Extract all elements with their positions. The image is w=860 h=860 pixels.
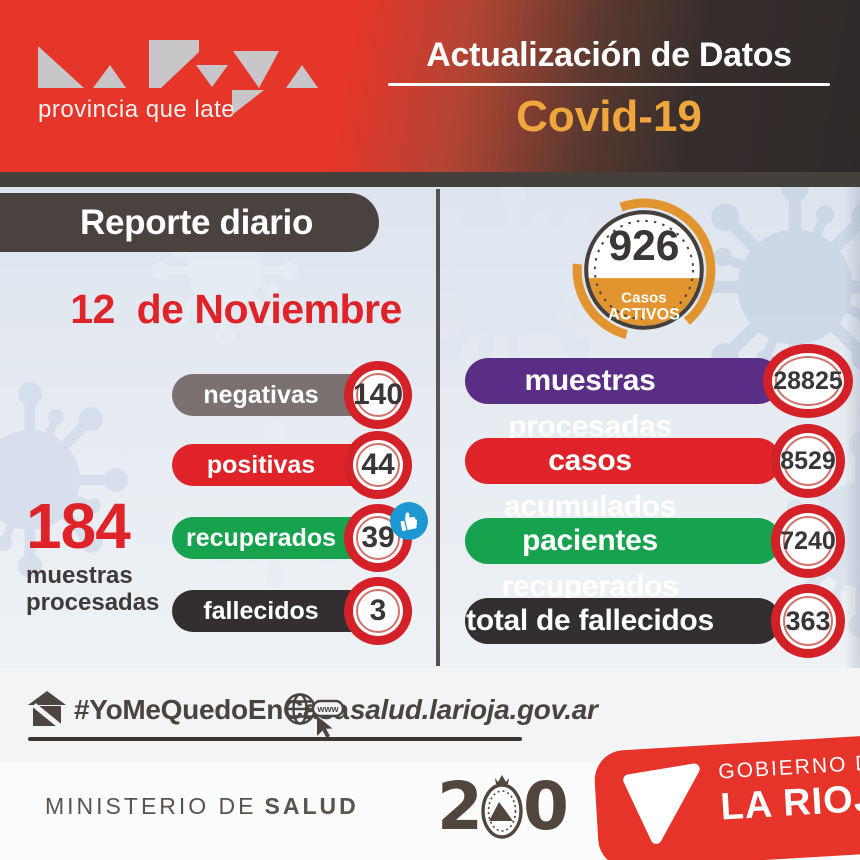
total-value-circle: 363 bbox=[771, 584, 845, 658]
right-edge-shade bbox=[844, 187, 860, 762]
bicentennial-emblem-icon bbox=[481, 774, 523, 839]
stat-label: fallecidos bbox=[203, 597, 319, 625]
stat-pill-fallecidos: fallecidos 3 bbox=[172, 577, 412, 645]
total-pill-casos: casos acumulados 8529 bbox=[465, 424, 845, 523]
government-ribbon: GOBIERNO DE LA RIOJA bbox=[593, 730, 860, 860]
total-label: total de fallecidos bbox=[466, 604, 714, 637]
stat-label: positivas bbox=[206, 451, 316, 479]
stat-value-circle: 44 bbox=[344, 431, 412, 499]
stat-value: 44 bbox=[361, 448, 395, 481]
total-label: pacientes recuperados bbox=[501, 524, 679, 603]
stat-value: 3 bbox=[369, 594, 387, 627]
report-date: 12 de Noviembre bbox=[70, 286, 402, 332]
total-value: 7240 bbox=[780, 526, 836, 555]
stat-pill-positivas: positivas 44 bbox=[172, 431, 412, 499]
total-value-circle: 28825 bbox=[763, 344, 853, 418]
stat-pill-negativas: negativas 140 bbox=[172, 361, 412, 429]
website-url: salud.larioja.gov.ar bbox=[350, 694, 598, 725]
daily-samples-label: muestras procesadas bbox=[26, 562, 160, 616]
stat-value-circle: 3 bbox=[344, 577, 412, 645]
total-value: 363 bbox=[785, 605, 831, 636]
active-cases-label-1: Casos bbox=[621, 289, 667, 306]
total-value-circle: 8529 bbox=[771, 424, 845, 498]
report-badge: Reporte diario bbox=[0, 193, 379, 252]
total-value-circle: 7240 bbox=[771, 504, 845, 578]
covid-subtitle: Covid-19 bbox=[516, 92, 702, 141]
total-pill-recuperados: pacientes recuperados 7240 bbox=[465, 504, 845, 603]
la-rioja-logo-icon bbox=[38, 40, 318, 115]
thumbs-up-icon bbox=[390, 502, 428, 540]
brand-tagline: provincia que late bbox=[38, 96, 236, 123]
stat-value: 39 bbox=[361, 521, 395, 554]
header-title-block: Actualización de Datos Covid-19 bbox=[388, 36, 830, 140]
la-rioja-triangle-icon bbox=[623, 763, 700, 844]
ministry-label: MINISTERIO DE SALUD bbox=[45, 793, 359, 819]
globe-www-icon: www bbox=[284, 693, 345, 738]
total-pill-muestras: muestras procesadas 28825 bbox=[465, 344, 853, 443]
house-icon bbox=[28, 691, 66, 728]
stat-label: recuperados bbox=[185, 524, 337, 552]
total-value: 8529 bbox=[780, 446, 836, 475]
content-background bbox=[0, 187, 860, 668]
daily-samples-value: 184 bbox=[26, 490, 131, 562]
active-cases-label-2: ACTIVOS bbox=[608, 306, 680, 324]
column-divider bbox=[436, 189, 440, 666]
cursor-arrow-icon bbox=[317, 716, 333, 738]
stat-value-circle: 140 bbox=[344, 361, 412, 429]
stat-label: negativas bbox=[203, 381, 319, 409]
header-bottom-strip bbox=[0, 172, 860, 187]
government-label: GOBIERNO DE LA RIOJA bbox=[717, 750, 860, 829]
total-label: casos acumulados bbox=[503, 444, 677, 523]
active-cases-badge: 926 Casos ACTIVOS bbox=[572, 198, 716, 339]
bicentennial-200-logo: 2 0 bbox=[437, 768, 569, 845]
www-label: www bbox=[316, 704, 339, 714]
title-underline bbox=[388, 83, 830, 86]
stat-value: 140 bbox=[352, 378, 404, 411]
footer-divider bbox=[28, 737, 522, 741]
total-label: muestras procesadas bbox=[508, 364, 672, 443]
total-pill-fallecidos: total de fallecidos 363 bbox=[465, 584, 845, 658]
active-cases-value: 926 bbox=[608, 222, 679, 270]
total-value: 28825 bbox=[773, 366, 843, 395]
header-banner: provincia que late Actualización de Dato… bbox=[0, 0, 860, 172]
page-title: Actualización de Datos bbox=[426, 36, 792, 74]
stat-pill-recuperados: recuperados 39 bbox=[172, 504, 412, 572]
